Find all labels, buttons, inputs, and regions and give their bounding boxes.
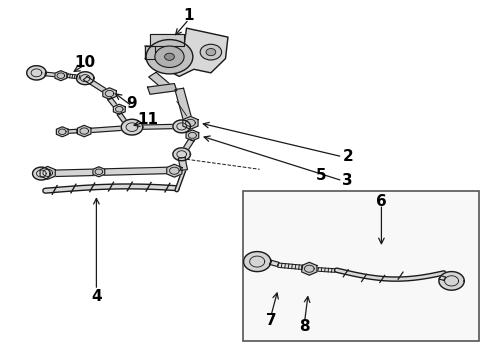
Circle shape	[146, 40, 193, 74]
Polygon shape	[244, 252, 271, 271]
Polygon shape	[86, 126, 122, 133]
Text: 8: 8	[299, 319, 310, 334]
Circle shape	[165, 53, 174, 60]
Circle shape	[206, 49, 216, 56]
Polygon shape	[44, 167, 184, 177]
Polygon shape	[67, 74, 82, 79]
Polygon shape	[439, 276, 446, 280]
Polygon shape	[55, 71, 67, 81]
Polygon shape	[45, 72, 59, 77]
Polygon shape	[167, 164, 182, 177]
Polygon shape	[181, 139, 194, 152]
Polygon shape	[27, 66, 46, 80]
Circle shape	[155, 46, 184, 67]
Polygon shape	[103, 88, 116, 99]
Polygon shape	[32, 167, 50, 180]
Polygon shape	[107, 98, 120, 109]
Polygon shape	[183, 116, 198, 129]
Polygon shape	[178, 157, 188, 170]
Polygon shape	[147, 84, 177, 94]
Text: 4: 4	[91, 289, 102, 303]
Text: 6: 6	[376, 194, 387, 209]
Text: 10: 10	[74, 55, 96, 69]
Polygon shape	[278, 263, 306, 270]
Text: 11: 11	[137, 112, 158, 127]
Polygon shape	[145, 46, 155, 59]
Polygon shape	[173, 120, 191, 133]
Bar	[243, 191, 479, 341]
Polygon shape	[302, 262, 317, 275]
Text: 7: 7	[266, 312, 276, 328]
Polygon shape	[186, 130, 199, 141]
Polygon shape	[150, 33, 184, 46]
Polygon shape	[149, 72, 171, 89]
Polygon shape	[93, 167, 105, 177]
Polygon shape	[439, 271, 464, 290]
Polygon shape	[143, 124, 177, 129]
Polygon shape	[175, 88, 193, 125]
Polygon shape	[40, 166, 55, 179]
Polygon shape	[145, 28, 228, 76]
Polygon shape	[77, 125, 91, 137]
Text: 9: 9	[126, 96, 137, 111]
Polygon shape	[117, 113, 129, 126]
Polygon shape	[270, 260, 279, 266]
Polygon shape	[83, 77, 110, 94]
Polygon shape	[121, 119, 143, 135]
Polygon shape	[113, 104, 125, 114]
Polygon shape	[65, 129, 77, 134]
Polygon shape	[76, 72, 94, 85]
Polygon shape	[173, 148, 191, 161]
Text: 3: 3	[343, 173, 353, 188]
Circle shape	[200, 44, 221, 60]
Polygon shape	[56, 127, 68, 137]
Text: 1: 1	[184, 8, 194, 23]
Text: 5: 5	[316, 168, 327, 183]
Text: 2: 2	[343, 149, 353, 164]
Polygon shape	[318, 268, 335, 272]
